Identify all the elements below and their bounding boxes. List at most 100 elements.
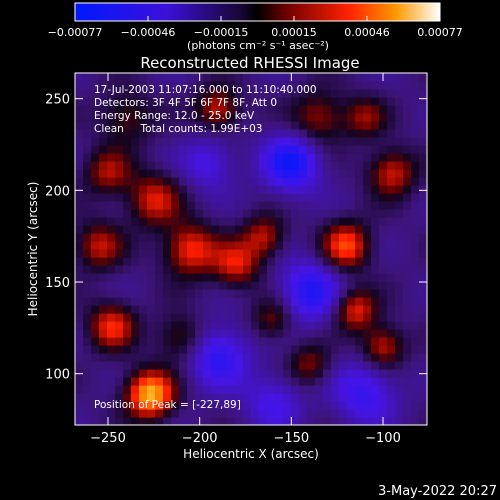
heatmap-cell — [419, 321, 427, 330]
heatmap-cell — [75, 137, 84, 146]
heatmap-cell — [347, 369, 356, 378]
heatmap-cell — [395, 265, 404, 274]
heatmap-cell — [331, 401, 340, 410]
heatmap-cell — [275, 289, 284, 298]
heatmap-cell — [203, 265, 212, 274]
heatmap-cell — [83, 377, 92, 386]
heatmap-cell — [411, 145, 420, 154]
heatmap-cell — [395, 153, 404, 162]
annotation-total-counts: Clean Total counts: 1.99E+03 — [94, 123, 263, 135]
heatmap-cell — [131, 401, 140, 410]
heatmap-cell — [275, 401, 284, 410]
heatmap-cell — [131, 257, 140, 266]
heatmap-cell — [371, 81, 380, 90]
heatmap-cell — [147, 337, 156, 346]
heatmap-cell — [91, 217, 100, 226]
heatmap-cell — [227, 169, 236, 178]
heatmap-cell — [355, 249, 364, 258]
heatmap-cell — [243, 137, 252, 146]
heatmap-cell — [211, 121, 220, 130]
heatmap-cell — [171, 185, 180, 194]
heatmap-cell — [299, 329, 308, 338]
heatmap-cell — [251, 337, 260, 346]
heatmap-cell — [91, 329, 100, 338]
heatmap-cell — [131, 177, 140, 186]
heatmap-cell — [315, 137, 324, 146]
heatmap-cell — [211, 73, 220, 82]
heatmap-cell — [363, 281, 372, 290]
heatmap-cell — [299, 369, 308, 378]
heatmap-cell — [339, 217, 348, 226]
heatmap-cell — [299, 185, 308, 194]
heatmap-cell — [395, 241, 404, 250]
heatmap-cell — [307, 97, 316, 106]
heatmap-cell — [83, 129, 92, 138]
heatmap-cell — [259, 169, 268, 178]
heatmap-cell — [323, 233, 332, 242]
heatmap-cell — [227, 281, 236, 290]
heatmap-cell — [155, 273, 164, 282]
heatmap-cell — [123, 137, 132, 146]
heatmap-cell — [75, 321, 84, 330]
heatmap-cell — [187, 345, 196, 354]
heatmap-cell — [299, 265, 308, 274]
heatmap-cell — [235, 305, 244, 314]
heatmap-cell — [147, 361, 156, 370]
heatmap-cell — [75, 193, 84, 202]
heatmap-cell — [323, 321, 332, 330]
heatmap-cell — [371, 273, 380, 282]
heatmap-cell — [315, 201, 324, 210]
heatmap-cell — [75, 81, 84, 90]
heatmap-cell — [91, 385, 100, 394]
heatmap-cell — [259, 225, 268, 234]
heatmap-cell — [131, 369, 140, 378]
heatmap-cell — [251, 297, 260, 306]
heatmap-cell — [131, 265, 140, 274]
heatmap-cell — [163, 345, 172, 354]
heatmap-cell — [363, 377, 372, 386]
heatmap-cell — [363, 417, 372, 425]
heatmap-cell — [171, 97, 180, 106]
heatmap-cell — [107, 81, 116, 90]
heatmap-cell — [195, 329, 204, 338]
heatmap-cell — [155, 417, 164, 425]
heatmap-cell — [83, 161, 92, 170]
heatmap-cell — [395, 97, 404, 106]
heatmap-cell — [355, 137, 364, 146]
heatmap-cell — [315, 241, 324, 250]
heatmap-cell — [395, 105, 404, 114]
heatmap-cell — [339, 369, 348, 378]
heatmap-cell — [171, 281, 180, 290]
heatmap-cell — [355, 217, 364, 226]
heatmap-cell — [163, 177, 172, 186]
heatmap-cell — [395, 121, 404, 130]
heatmap-cell — [83, 249, 92, 258]
heatmap-cell — [203, 121, 212, 130]
heatmap-cell — [187, 353, 196, 362]
heatmap-cell — [171, 257, 180, 266]
heatmap-cell — [251, 169, 260, 178]
heatmap-cell — [131, 121, 140, 130]
heatmap-cell — [243, 129, 252, 138]
heatmap-cell — [131, 353, 140, 362]
heatmap-cell — [259, 129, 268, 138]
heatmap-cell — [131, 89, 140, 98]
heatmap-cell — [259, 177, 268, 186]
heatmap-cell — [251, 121, 260, 130]
heatmap-cell — [331, 185, 340, 194]
heatmap-cell — [179, 193, 188, 202]
heatmap-cell — [179, 273, 188, 282]
heatmap-cell — [75, 249, 84, 258]
heatmap-cell — [355, 241, 364, 250]
heatmap-cell — [291, 153, 300, 162]
heatmap-cell — [179, 81, 188, 90]
heatmap-cell — [139, 313, 148, 322]
heatmap-cell — [243, 201, 252, 210]
heatmap-cell — [179, 113, 188, 122]
heatmap-cell — [283, 313, 292, 322]
heatmap-cell — [115, 233, 124, 242]
heatmap-cell — [403, 361, 412, 370]
heatmap-cell — [227, 113, 236, 122]
heatmap-cell — [155, 153, 164, 162]
heatmap-cell — [323, 385, 332, 394]
